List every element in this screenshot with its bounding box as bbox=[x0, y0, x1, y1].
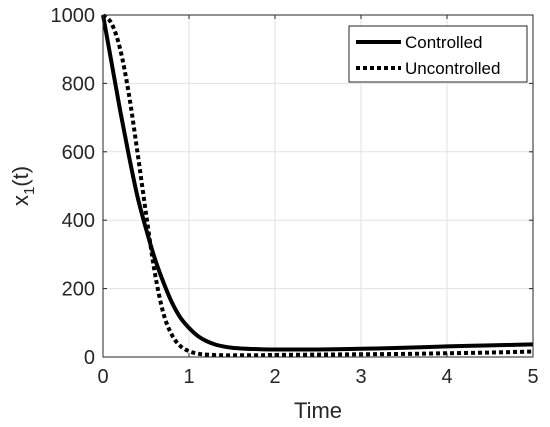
y-tick-label: 200 bbox=[62, 279, 95, 301]
x-tick-label: 1 bbox=[183, 366, 194, 388]
series-line-uncontrolled bbox=[101, 13, 534, 358]
y-tick-label: 400 bbox=[62, 210, 95, 232]
y-axis-label-subscript: 1 bbox=[21, 187, 38, 195]
legend-label-uncontrolled: Uncontrolled bbox=[405, 59, 500, 78]
axes bbox=[102, 14, 534, 358]
plot-frame bbox=[102, 14, 534, 358]
y-tick-label: 0 bbox=[84, 347, 95, 369]
y-tick-label: 600 bbox=[62, 142, 95, 164]
y-axis-label: x1(t) bbox=[8, 166, 38, 206]
legend-label-controlled: Controlled bbox=[405, 33, 483, 52]
series-line-controlled bbox=[101, 14, 534, 352]
x-tick-label: 0 bbox=[97, 366, 108, 388]
x-axis-label: Time bbox=[294, 398, 342, 423]
y-axis-label-suffix: (t) bbox=[8, 166, 33, 187]
series-lines bbox=[101, 13, 534, 358]
tick-labels: 0 1 2 3 4 5 0 200 400 600 800 1000 bbox=[51, 5, 539, 388]
x-tick-label: 4 bbox=[441, 366, 452, 388]
y-axis-label-main: x bbox=[8, 195, 33, 206]
legend: Controlled Uncontrolled bbox=[348, 25, 528, 83]
legend-box bbox=[348, 25, 528, 83]
x-tick-label: 5 bbox=[527, 366, 538, 388]
y-tick-label: 1000 bbox=[51, 5, 96, 27]
x-tick-label: 3 bbox=[355, 366, 366, 388]
x-tick-label: 2 bbox=[269, 366, 280, 388]
y-tick-label: 800 bbox=[62, 73, 95, 95]
